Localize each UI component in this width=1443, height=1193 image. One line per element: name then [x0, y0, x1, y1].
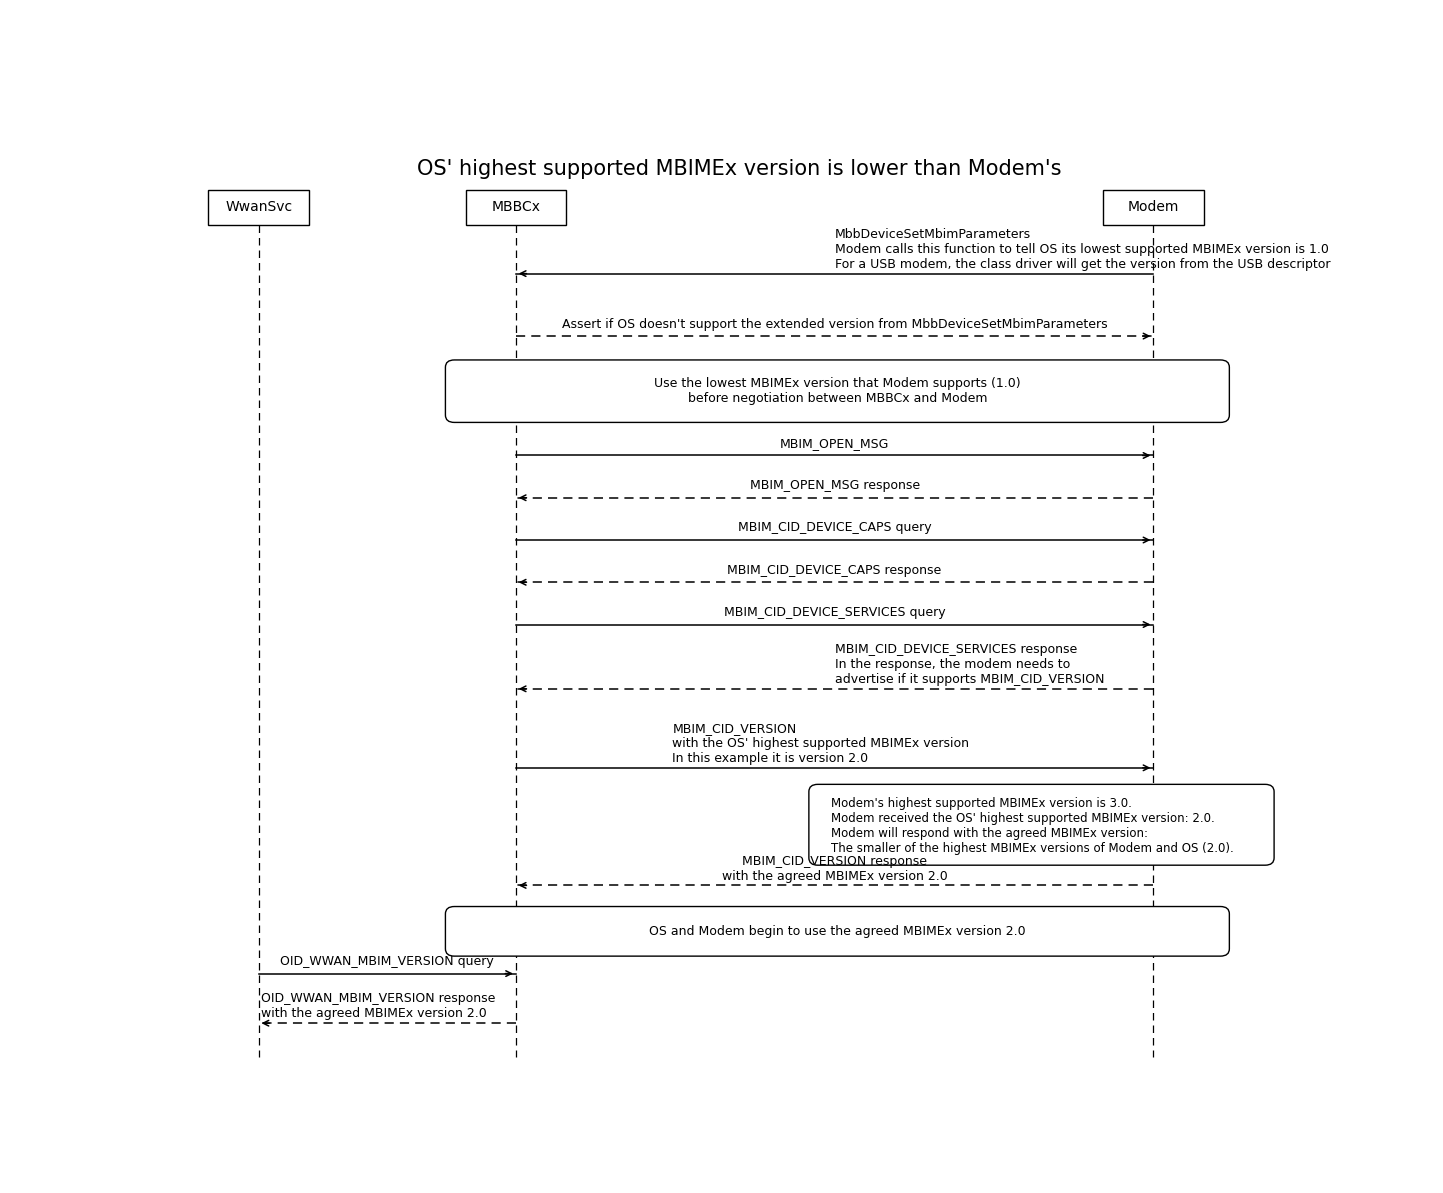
FancyBboxPatch shape	[810, 784, 1274, 865]
Text: MBIM_CID_VERSION
with the OS' highest supported MBIMEx version
In this example i: MBIM_CID_VERSION with the OS' highest su…	[672, 722, 970, 765]
Text: Assert if OS doesn't support the extended version from MbbDeviceSetMbimParameter: Assert if OS doesn't support the extende…	[561, 317, 1107, 330]
Text: Use the lowest MBIMEx version that Modem supports (1.0)
before negotiation betwe: Use the lowest MBIMEx version that Modem…	[654, 377, 1020, 406]
FancyBboxPatch shape	[466, 190, 566, 225]
Text: OID_WWAN_MBIM_VERSION response
with the agreed MBIMEx version 2.0: OID_WWAN_MBIM_VERSION response with the …	[261, 993, 495, 1020]
Text: OID_WWAN_MBIM_VERSION query: OID_WWAN_MBIM_VERSION query	[280, 956, 494, 968]
Text: MBIM_OPEN_MSG: MBIM_OPEN_MSG	[779, 437, 889, 450]
Text: MBIM_CID_DEVICE_CAPS query: MBIM_CID_DEVICE_CAPS query	[737, 521, 931, 534]
Text: Modem: Modem	[1127, 200, 1179, 215]
Text: MBIM_CID_DEVICE_SERVICES query: MBIM_CID_DEVICE_SERVICES query	[724, 606, 945, 619]
Text: MBIM_CID_DEVICE_SERVICES response
In the response, the modem needs to
advertise : MBIM_CID_DEVICE_SERVICES response In the…	[834, 643, 1104, 686]
Text: MBIM_OPEN_MSG response: MBIM_OPEN_MSG response	[749, 480, 919, 493]
FancyBboxPatch shape	[446, 360, 1229, 422]
Text: MBIM_CID_VERSION response
with the agreed MBIMEx version 2.0: MBIM_CID_VERSION response with the agree…	[722, 854, 948, 883]
FancyBboxPatch shape	[1102, 190, 1203, 225]
Text: MBIM_CID_DEVICE_CAPS response: MBIM_CID_DEVICE_CAPS response	[727, 564, 942, 576]
Text: WwanSvc: WwanSvc	[225, 200, 293, 215]
Text: OS and Modem begin to use the agreed MBIMEx version 2.0: OS and Modem begin to use the agreed MBI…	[649, 925, 1026, 938]
Text: MbbDeviceSetMbimParameters
Modem calls this function to tell OS its lowest suppo: MbbDeviceSetMbimParameters Modem calls t…	[834, 228, 1330, 271]
Text: OS' highest supported MBIMEx version is lower than Modem's: OS' highest supported MBIMEx version is …	[417, 159, 1062, 179]
FancyBboxPatch shape	[208, 190, 309, 225]
Text: MBBCx: MBBCx	[492, 200, 540, 215]
FancyBboxPatch shape	[446, 907, 1229, 956]
Text: Modem's highest supported MBIMEx version is 3.0.
Modem received the OS' highest : Modem's highest supported MBIMEx version…	[831, 797, 1234, 855]
